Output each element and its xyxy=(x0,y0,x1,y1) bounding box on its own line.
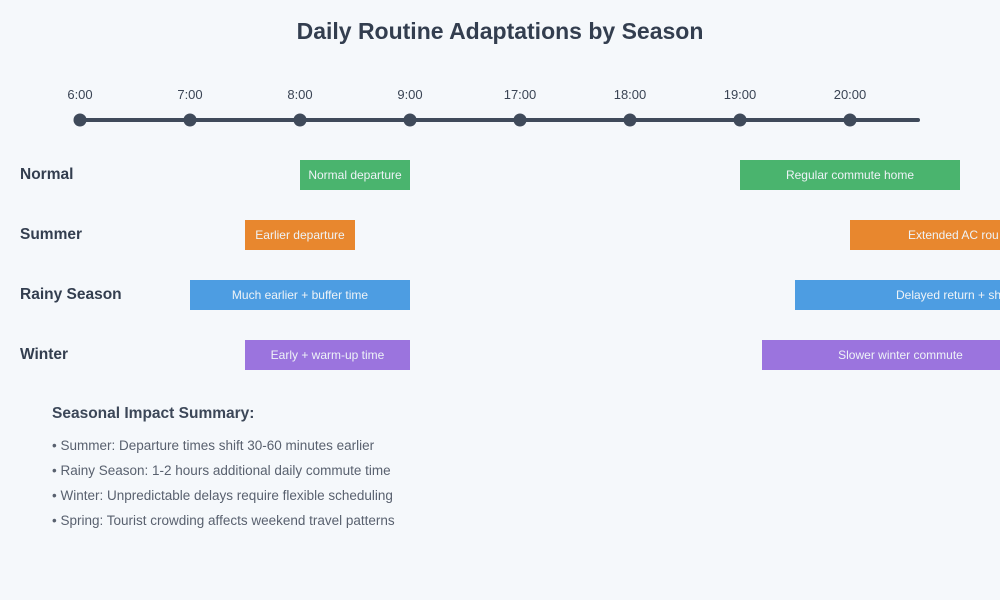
bar-label: Much earlier + buffer time xyxy=(231,288,369,302)
tick-label-19: 19:00 xyxy=(723,87,757,102)
bar-rainy-return: Delayed return + sh xyxy=(795,280,1000,310)
bar-normal-departure: Normal departure xyxy=(300,160,410,190)
bar-normal-return: Regular commute home xyxy=(740,160,960,190)
bar-label: Early + warm-up time xyxy=(270,348,385,362)
summary-item-winter: • Winter: Unpredictable delays require f… xyxy=(52,488,393,503)
tick-label-9: 9:00 xyxy=(397,87,423,102)
tick-label-7: 7:00 xyxy=(177,87,203,102)
bar-label: Regular commute home xyxy=(785,168,915,182)
bar-label: Slower winter commute xyxy=(838,348,963,362)
summary-item-spring: • Spring: Tourist crowding affects weeke… xyxy=(52,513,395,528)
tick-label-6: 6:00 xyxy=(67,87,93,102)
axis-dot-marker xyxy=(843,113,857,127)
row-label-winter: Winter xyxy=(20,346,69,363)
bar-label: Normal departure xyxy=(308,168,402,182)
tick-label-17: 17:00 xyxy=(503,87,537,102)
axis-dot-marker xyxy=(623,113,637,127)
axis-dot-marker xyxy=(733,113,747,127)
bar-rainy-departure: Much earlier + buffer time xyxy=(190,280,410,310)
axis-dot-marker xyxy=(73,113,87,127)
bar-winter-return: Slower winter commute xyxy=(762,340,1000,370)
axis-dot-marker xyxy=(293,113,307,127)
time-axis-line xyxy=(74,118,920,122)
chart-title: Daily Routine Adaptations by Season xyxy=(296,18,704,44)
axis-dot-marker xyxy=(403,113,417,127)
row-label-normal: Normal xyxy=(20,166,74,183)
axis-dot-marker xyxy=(183,113,197,127)
summary-item-summer: • Summer: Departure times shift 30-60 mi… xyxy=(52,438,375,453)
bar-label: Delayed return + sh xyxy=(896,288,1000,302)
summary-heading: Seasonal Impact Summary: xyxy=(52,405,255,422)
bar-summer-return: Extended AC rou xyxy=(850,220,1000,250)
tick-label-20: 20:00 xyxy=(833,87,867,102)
axis-dot-marker xyxy=(513,113,527,127)
bar-label: Extended AC rou xyxy=(908,228,999,242)
bar-summer-departure: Earlier departure xyxy=(245,220,355,250)
row-label-rainy-season: Rainy Season xyxy=(20,286,122,303)
summary-item-rainy-season: • Rainy Season: 1-2 hours additional dai… xyxy=(52,463,391,478)
row-label-summer: Summer xyxy=(20,226,83,243)
tick-label-18: 18:00 xyxy=(613,87,647,102)
tick-label-8: 8:00 xyxy=(287,87,313,102)
bar-winter-departure: Early + warm-up time xyxy=(245,340,410,370)
bar-label: Earlier departure xyxy=(255,228,345,242)
